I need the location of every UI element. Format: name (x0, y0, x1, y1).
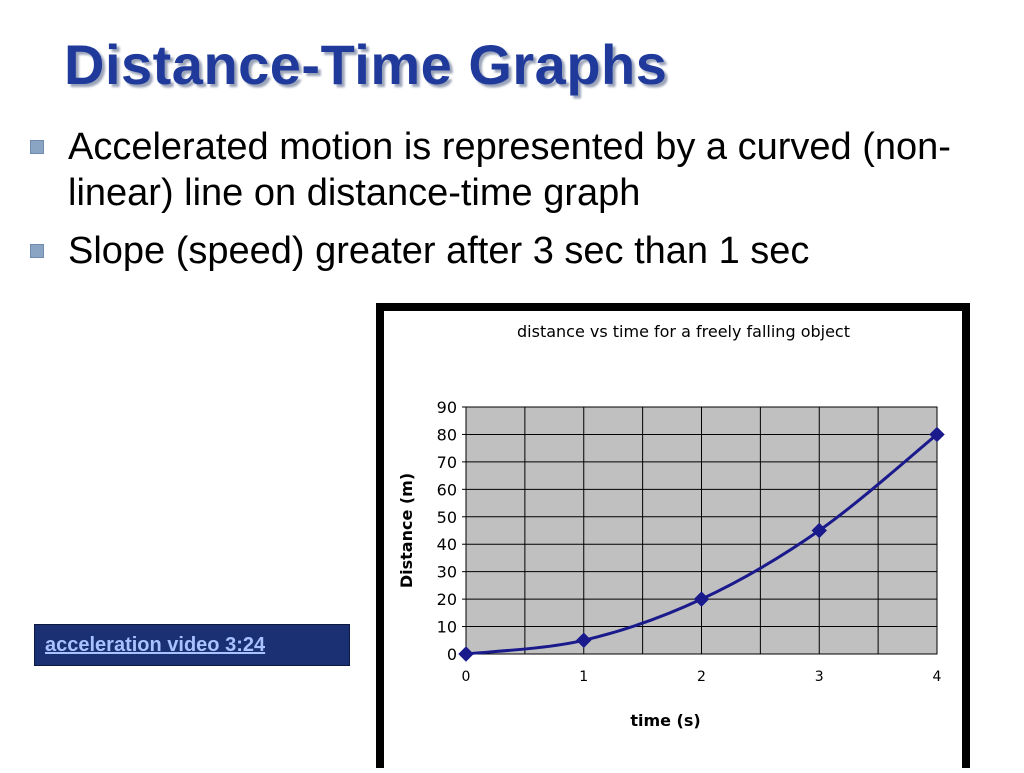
data-point (576, 632, 592, 648)
x-axis-label: time (s) (630, 711, 700, 730)
square-bullet-icon (30, 244, 44, 258)
y-tick-label: 60 (437, 480, 457, 499)
y-tick-label: 50 (437, 508, 457, 527)
x-tick-label: 0 (462, 669, 471, 685)
chart-panel: distance vs time for a freely falling ob… (384, 311, 962, 768)
x-tick-label: 3 (815, 669, 824, 685)
y-tick-label: 0 (447, 645, 457, 664)
data-point (929, 426, 945, 443)
distance-time-chart: distance vs time for a freely falling ob… (397, 322, 945, 730)
y-tick-label: 90 (437, 398, 457, 417)
y-tick-label: 20 (437, 590, 457, 609)
acceleration-video-link[interactable]: acceleration video 3:24 (45, 633, 266, 656)
y-tick-label: 30 (437, 563, 457, 582)
video-link-box: acceleration video 3:24 (34, 624, 350, 666)
y-axis-label: Distance (m) (397, 473, 416, 588)
bullet-text: Slope (speed) greater after 3 sec than 1… (68, 230, 810, 272)
y-tick-label: 40 (437, 535, 457, 554)
data-point (811, 522, 827, 539)
bullet-item: Slope (speed) greater after 3 sec than 1… (30, 228, 1020, 274)
slide-title: Distance-Time Graphs (64, 33, 668, 96)
x-tick-label: 4 (933, 669, 942, 685)
chart-frame: distance vs time for a freely falling ob… (376, 303, 970, 768)
bullet-list: Accelerated motion is represented by a c… (30, 124, 1020, 286)
data-point (458, 646, 474, 662)
y-tick-label: 10 (437, 618, 457, 637)
bullet-item: Accelerated motion is represented by a c… (30, 124, 1020, 216)
y-tick-label: 80 (437, 425, 457, 444)
x-tick-label: 2 (697, 669, 706, 685)
square-bullet-icon (30, 140, 44, 154)
data-point (693, 591, 710, 607)
chart-title: distance vs time for a freely falling ob… (517, 322, 850, 341)
x-tick-label: 1 (579, 669, 588, 685)
y-tick-label: 70 (437, 453, 457, 472)
bullet-text: Accelerated motion is represented by a c… (68, 126, 951, 214)
